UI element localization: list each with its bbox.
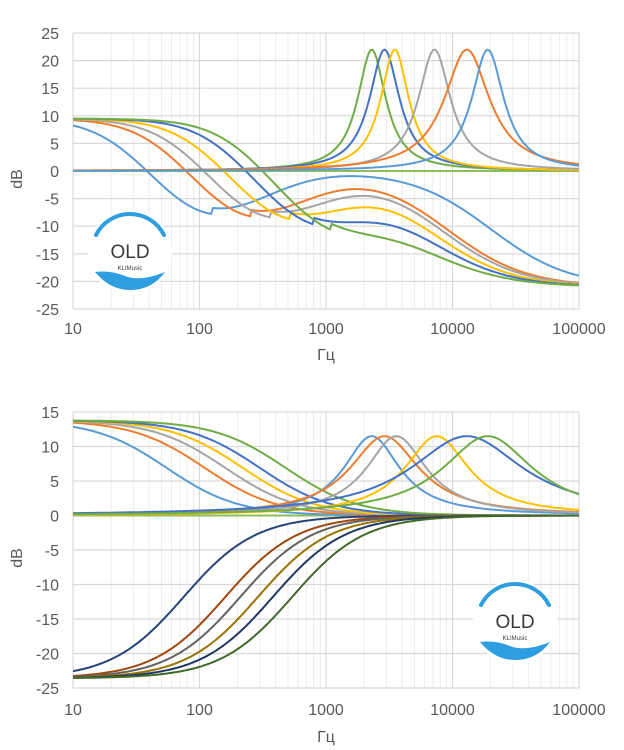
series-line-peak-6 [73, 435, 579, 516]
series-group [73, 419, 579, 679]
x-tick-label: 100 [186, 321, 213, 338]
klimusic-logo: OLD KLIMusic [88, 210, 172, 294]
y-axis-label: dB [9, 548, 26, 568]
x-axis-label: Гц [317, 347, 335, 364]
series-line-peak-5 [73, 435, 579, 515]
y-tick-label: 15 [41, 405, 59, 422]
y-tick-label: 5 [50, 474, 59, 491]
x-tick-label: 10 [64, 702, 82, 719]
y-tick-label: 15 [41, 81, 59, 98]
y-tick-label: -5 [45, 543, 59, 560]
y-tick-label: 5 [50, 136, 59, 153]
y-tick-label: -25 [36, 681, 59, 698]
y-tick-label: 10 [41, 109, 59, 126]
series-line-shelf-5 [73, 117, 579, 286]
x-tick-label: 100000 [552, 321, 605, 338]
y-tick-label: 10 [41, 440, 59, 457]
logo-text: OLD [110, 242, 149, 263]
logo-subtext: KLIMusic [503, 636, 528, 642]
x-axis-label: Гц [317, 729, 335, 746]
y-tick-label: -10 [36, 578, 59, 595]
series-line-shelf-6 [73, 117, 579, 287]
y-tick-label: -5 [45, 192, 59, 209]
logo-text: OLD [495, 612, 534, 633]
series-line-peak-6 [73, 48, 579, 172]
top-eq-chart: 25 20 15 10 5 0 -5 -10 -15 -20 -25 10 100 1000 10000 10… [9, 26, 606, 364]
y-axis-label: dB [9, 169, 26, 189]
x-tick-label: 100 [186, 702, 213, 719]
y-tick-label: -15 [36, 612, 59, 629]
logo-wave-bottom-icon [480, 641, 550, 660]
series-line-shelf-1 [73, 124, 579, 277]
logo-wave-bottom-icon [95, 271, 165, 290]
y-tick-label: -10 [36, 219, 59, 236]
y-tick-label: -20 [36, 274, 59, 291]
x-tick-label: 10 [64, 321, 82, 338]
x-tick-label: 100000 [552, 702, 605, 719]
logo-arc-top-icon [94, 212, 166, 237]
klimusic-logo: OLD KLIMusic [473, 580, 557, 664]
y-tick-label: -25 [36, 302, 59, 319]
logo-arc-top-icon [479, 582, 551, 607]
y-tick-label: 0 [50, 164, 59, 181]
series-line-shelf-3 [73, 118, 579, 285]
logo-subtext: KLIMusic [118, 266, 143, 272]
x-tick-label: 1000 [308, 702, 344, 719]
y-tick-label: 20 [41, 54, 59, 71]
y-tick-label: -15 [36, 247, 59, 264]
x-tick-label: 10000 [430, 702, 475, 719]
x-tick-label: 10000 [430, 321, 475, 338]
series-line-highpass-6 [73, 514, 579, 679]
y-tick-label: -20 [36, 647, 59, 664]
series-group [73, 48, 579, 287]
y-tick-label: 25 [41, 26, 59, 43]
y-tick-label: 0 [50, 509, 59, 526]
bottom-eq-chart: 15 10 5 0 -5 -10 -15 -20 -25 10 100 1000 10000 100000… [9, 405, 606, 746]
series-line-shelf-2 [73, 119, 579, 284]
series-line-shelf-4 [73, 118, 579, 286]
x-tick-label: 1000 [308, 321, 344, 338]
